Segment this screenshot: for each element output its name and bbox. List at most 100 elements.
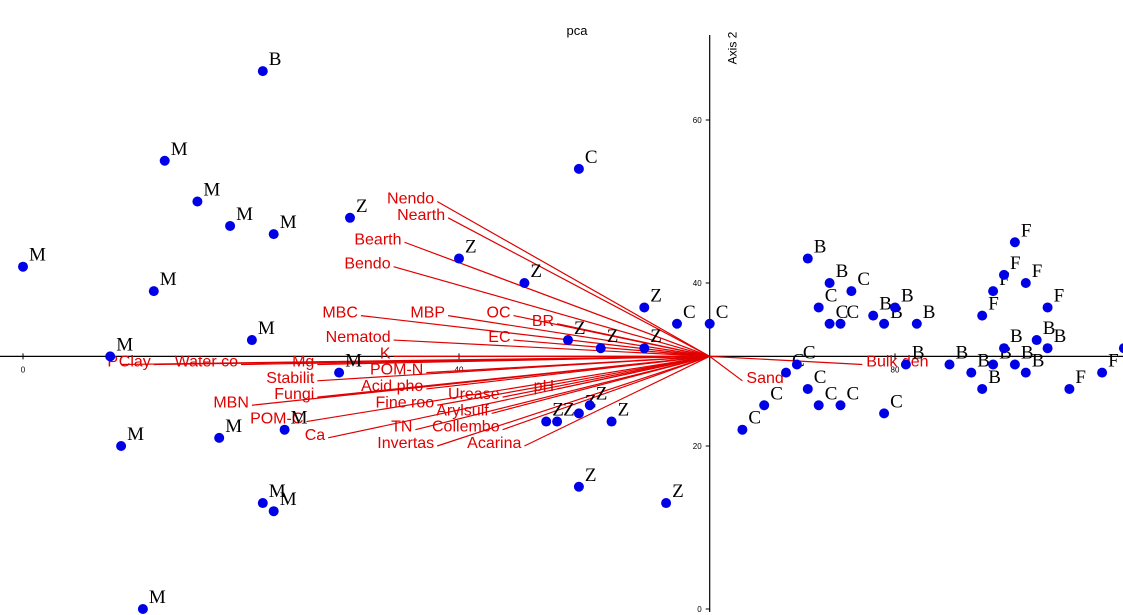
score-point — [813, 302, 824, 313]
score-point-label: Z — [530, 261, 542, 282]
loading-vector-label: EC — [488, 329, 510, 346]
loading-vector-label: BR — [532, 313, 554, 330]
score-point — [105, 351, 116, 362]
score-point — [835, 400, 846, 411]
score-point — [890, 302, 900, 313]
score-point — [988, 286, 999, 297]
score-point-label: B — [836, 261, 849, 282]
score-point-label: B — [1054, 326, 1067, 347]
score-point-label: Z — [650, 285, 662, 306]
loading-vector-label: Nendo — [387, 191, 434, 208]
score-point-label: B — [879, 294, 892, 315]
loading-vector-label: MBP — [410, 305, 445, 322]
score-point — [944, 359, 955, 370]
score-point-label: M — [345, 351, 362, 372]
score-point — [1020, 367, 1031, 378]
score-point-label: C — [847, 383, 860, 404]
score-point — [1064, 383, 1075, 394]
score-point — [911, 318, 922, 329]
loading-vector-label: Ca — [305, 427, 326, 444]
loading-vector-line — [360, 315, 710, 357]
loading-vector-label: Bearth — [354, 231, 401, 248]
score-point — [268, 229, 279, 240]
score-point-label: M — [236, 204, 253, 225]
score-point — [345, 212, 355, 223]
score-point — [573, 481, 584, 492]
score-point-label: B — [1021, 343, 1034, 364]
loading-vector-line — [436, 200, 710, 357]
loading-vector-label: Fine roo — [375, 394, 434, 411]
score-point-label: Z — [563, 400, 575, 421]
loading-vector-label: Water co — [175, 354, 239, 371]
score-point — [1009, 237, 1020, 248]
score-point-label: M — [203, 180, 220, 201]
loading-vector-line — [415, 355, 710, 431]
score-point-label: M — [127, 424, 144, 445]
score-point-label: Z — [618, 400, 630, 421]
score-point-label: Z — [465, 237, 477, 258]
score-point — [584, 400, 595, 411]
score-point — [846, 286, 857, 297]
score-point-label: F — [1021, 220, 1032, 241]
score-point — [1042, 343, 1053, 354]
score-point — [268, 506, 279, 517]
score-point — [1020, 278, 1031, 288]
x-tick-label: 80 — [891, 365, 900, 374]
score-point — [639, 302, 650, 313]
score-point-label: B — [988, 367, 1001, 388]
loading-vector-label: P — [107, 354, 118, 371]
loading-vector-line — [404, 241, 710, 357]
score-point — [573, 163, 584, 174]
loading-vector-line — [121, 355, 710, 366]
loading-vector-line — [709, 355, 743, 382]
score-point-label: F — [988, 294, 999, 315]
loading-vector-line — [502, 355, 710, 431]
score-point — [192, 196, 203, 207]
score-point-label: C — [803, 343, 816, 364]
loading-vector-line — [437, 355, 710, 406]
score-point — [639, 343, 650, 354]
score-point-label: C — [857, 269, 870, 290]
score-point-label: Z — [585, 465, 597, 486]
score-point — [573, 408, 584, 419]
score-point-label: C — [847, 302, 860, 323]
score-point-label: Z — [356, 196, 368, 217]
score-point-label: Z — [607, 326, 619, 347]
loading-vector-label: POM-N — [370, 362, 423, 379]
loading-vector-label: Bendo — [344, 256, 390, 273]
score-point-label: B — [814, 237, 827, 258]
loading-vector-label: K — [380, 345, 391, 362]
score-point-label: Z — [574, 318, 586, 339]
loading-vector-label: OC — [487, 305, 511, 322]
score-point — [977, 310, 988, 321]
score-point-label: M — [258, 318, 275, 339]
score-point — [824, 278, 835, 288]
loading-vector-label: MBC — [322, 305, 358, 322]
score-point-label: M — [280, 489, 297, 510]
score-point — [999, 343, 1009, 354]
loading-vector-label: Invertas — [377, 435, 434, 452]
y-tick-label: 60 — [693, 116, 702, 125]
score-point — [1118, 343, 1123, 354]
loading-vector-label: Nematod — [326, 329, 391, 346]
score-point-label: M — [160, 269, 177, 290]
score-point — [519, 278, 530, 288]
loading-vector-line — [709, 355, 863, 366]
score-point — [148, 286, 159, 297]
score-point — [1031, 335, 1042, 346]
score-point — [279, 424, 290, 435]
score-point-label: F — [1032, 261, 1043, 282]
loading-vector-label: Fungi — [274, 386, 314, 403]
score-point — [879, 318, 890, 329]
score-point-label: Z — [552, 400, 564, 421]
loading-vector-label: Collembo — [432, 419, 500, 436]
score-point — [214, 432, 225, 443]
score-point-label: C — [836, 302, 849, 323]
loading-vector-line — [524, 355, 710, 447]
score-point — [879, 408, 890, 419]
score-point — [18, 261, 28, 272]
score-point — [257, 498, 268, 509]
score-point-label: M — [291, 408, 308, 429]
loading-vector-label: POM-C — [250, 411, 303, 428]
